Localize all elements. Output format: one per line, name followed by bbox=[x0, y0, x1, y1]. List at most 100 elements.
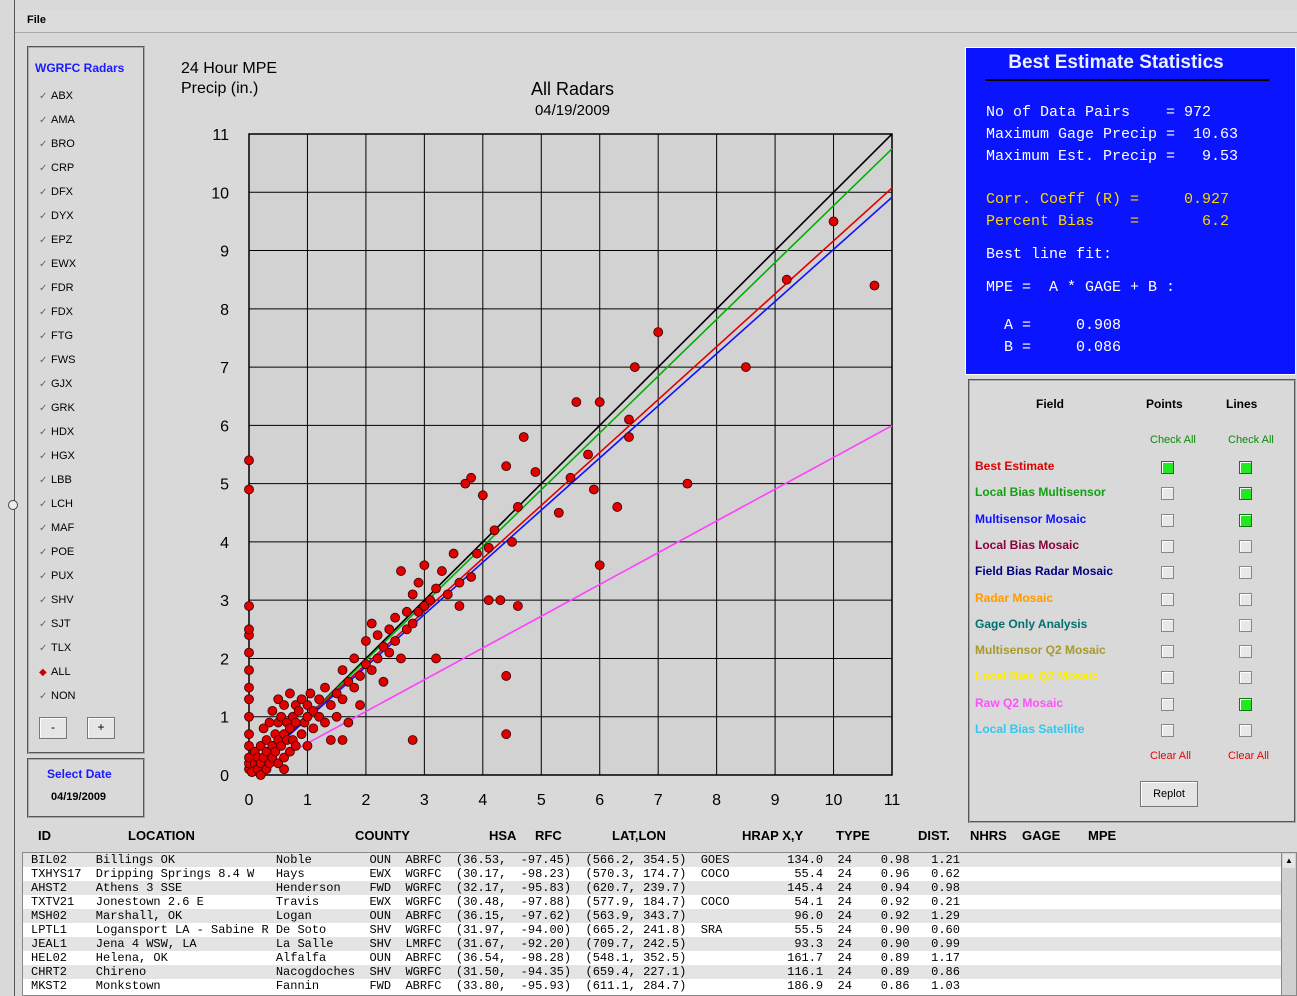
lines-checkbox[interactable] bbox=[1239, 671, 1252, 685]
points-checkbox[interactable] bbox=[1161, 671, 1174, 685]
column-header[interactable]: HSA bbox=[489, 828, 517, 843]
column-header[interactable]: LOCATION bbox=[128, 828, 195, 843]
radar-item-dyx[interactable]: ✓ DYX bbox=[39, 208, 74, 224]
points-checkbox[interactable] bbox=[1161, 539, 1174, 553]
table-row[interactable]: MSH02 Marshall, OK Logan OUN ABRFC (36.1… bbox=[23, 909, 1281, 923]
radar-item-maf[interactable]: ✓ MAF bbox=[39, 520, 74, 536]
data-point bbox=[378, 676, 389, 687]
radar-item-grk[interactable]: ✓ GRK bbox=[39, 400, 75, 416]
column-header[interactable]: LAT,LON bbox=[612, 828, 666, 843]
column-header[interactable]: RFC bbox=[535, 828, 562, 843]
points-checkbox[interactable] bbox=[1161, 487, 1174, 501]
radar-item-dfx[interactable]: ✓ DFX bbox=[39, 184, 73, 200]
table-row[interactable]: LPTL1 Logansport LA - Sabine R De Soto S… bbox=[31, 923, 960, 937]
lines-checkbox[interactable] bbox=[1239, 697, 1252, 711]
table-row[interactable]: TXHYS17 Dripping Springs 8.4 W Hays EWX … bbox=[31, 867, 960, 881]
points-clear-all-button[interactable]: Clear All bbox=[1150, 750, 1191, 762]
data-point bbox=[512, 601, 523, 611]
radar-item-fws[interactable]: ✓ FWS bbox=[39, 352, 75, 368]
lines-checkbox[interactable] bbox=[1239, 645, 1252, 659]
radar-label: BRO bbox=[51, 138, 75, 150]
lines-column-header: Lines bbox=[1226, 397, 1258, 411]
radar-item-abx[interactable]: ✓ ABX bbox=[39, 88, 73, 104]
table-row[interactable]: CHRT2 Chireno Nacogdoches SHV WGRFC (31.… bbox=[23, 965, 1281, 979]
radio-icon: ✓ bbox=[39, 643, 48, 654]
chart-ylabel-line2: Precip (in.) bbox=[181, 80, 259, 97]
table-row[interactable]: AHST2 Athens 3 SSE Henderson FWD WGRFC (… bbox=[23, 881, 1281, 895]
points-check-all-button[interactable]: Check All bbox=[1150, 434, 1196, 446]
radar-item-all[interactable]: ◆ ALL bbox=[39, 664, 71, 680]
lines-checkbox[interactable] bbox=[1239, 566, 1252, 580]
lines-checkbox[interactable] bbox=[1239, 461, 1252, 474]
lines-clear-all-button[interactable]: Clear All bbox=[1228, 750, 1269, 762]
radar-item-lbb[interactable]: ✓ LBB bbox=[39, 472, 72, 488]
radar-item-gjx[interactable]: ✓ GJX bbox=[39, 376, 72, 392]
table-row[interactable]: BIL02 Billings OK Noble OUN ABRFC (36.53… bbox=[23, 853, 1281, 867]
radar-item-ama[interactable]: ✓ AMA bbox=[39, 112, 75, 128]
table-row[interactable]: MKST2 Monkstown Fannin FWD ABRFC (33.80,… bbox=[31, 979, 960, 993]
resize-handle[interactable] bbox=[8, 500, 18, 510]
points-checkbox[interactable] bbox=[1161, 697, 1174, 711]
radar-item-non[interactable]: ✓ NON bbox=[39, 688, 75, 704]
data-point bbox=[466, 472, 477, 483]
column-header[interactable]: MPE bbox=[1088, 828, 1117, 843]
radar-item-poe[interactable]: ✓ POE bbox=[39, 544, 74, 560]
table-row[interactable]: TXTV21 Jonestown 2.6 E Travis EWX WGRFC … bbox=[31, 895, 960, 909]
lines-checkbox[interactable] bbox=[1239, 724, 1252, 737]
data-point bbox=[273, 694, 284, 705]
gage-table[interactable]: BIL02 Billings OK Noble OUN ABRFC (36.53… bbox=[22, 852, 1282, 996]
radar-item-ftg[interactable]: ✓ FTG bbox=[39, 328, 73, 344]
scroll-up-icon[interactable]: ▲ bbox=[1283, 854, 1295, 868]
points-checkbox[interactable] bbox=[1161, 513, 1174, 527]
table-row[interactable]: HEL02 Helena, OK Alfalfa OUN ABRFC (36.5… bbox=[31, 951, 960, 965]
data-point bbox=[407, 618, 418, 629]
column-header[interactable]: NHRS bbox=[970, 828, 1007, 843]
radar-item-bro[interactable]: ✓ BRO bbox=[39, 136, 75, 152]
radar-item-fdx[interactable]: ✓ FDX bbox=[39, 304, 73, 320]
lines-checkbox[interactable] bbox=[1239, 618, 1252, 632]
file-menu[interactable]: File bbox=[27, 14, 46, 26]
radar-item-tlx[interactable]: ✓ TLX bbox=[39, 640, 71, 656]
points-checkbox[interactable] bbox=[1161, 461, 1174, 474]
points-checkbox[interactable] bbox=[1161, 566, 1174, 580]
table-scrollbar[interactable]: ▲ bbox=[1281, 852, 1297, 996]
lines-checkbox[interactable] bbox=[1239, 592, 1252, 606]
table-row[interactable]: JEAL1 Jena 4 WSW, LA La Salle SHV LMRFC … bbox=[23, 937, 1281, 951]
column-header[interactable]: ID bbox=[38, 828, 51, 843]
radar-item-hgx[interactable]: ✓ HGX bbox=[39, 448, 75, 464]
column-header[interactable]: COUNTY bbox=[355, 828, 410, 843]
radar-item-shv[interactable]: ✓ SHV bbox=[39, 592, 74, 608]
select-date-button[interactable]: Select Date bbox=[47, 767, 112, 781]
points-checkbox[interactable] bbox=[1161, 645, 1174, 659]
data-point bbox=[448, 548, 459, 559]
column-header[interactable]: HRAP X,Y bbox=[742, 828, 804, 843]
radar-item-crp[interactable]: ✓ CRP bbox=[39, 160, 74, 176]
data-point bbox=[314, 694, 325, 705]
lines-checkbox[interactable] bbox=[1239, 513, 1252, 527]
radar-item-hdx[interactable]: ✓ HDX bbox=[39, 424, 74, 440]
radar-item-epz[interactable]: ✓ EPZ bbox=[39, 232, 72, 248]
replot-button[interactable]: Replot bbox=[1140, 781, 1198, 807]
radar-label: SJT bbox=[51, 618, 71, 630]
chart-ylabel-line1: 24 Hour MPE bbox=[181, 60, 278, 77]
points-checkbox[interactable] bbox=[1161, 724, 1174, 737]
radar-label: EWX bbox=[51, 258, 77, 270]
radar-item-ewx[interactable]: ✓ EWX bbox=[39, 256, 76, 272]
radar-item-fdr[interactable]: ✓ FDR bbox=[39, 280, 74, 296]
points-checkbox[interactable] bbox=[1161, 618, 1174, 632]
radar-minus-button[interactable]: - bbox=[39, 717, 67, 739]
radar-item-sjt[interactable]: ✓ SJT bbox=[39, 616, 71, 632]
column-header[interactable]: DIST. bbox=[918, 828, 950, 843]
menu-bar: File bbox=[15, 10, 1297, 33]
lines-check-all-button[interactable]: Check All bbox=[1228, 434, 1274, 446]
lines-checkbox[interactable] bbox=[1239, 487, 1252, 501]
radar-label: PUX bbox=[51, 570, 74, 582]
radar-item-lch[interactable]: ✓ LCH bbox=[39, 496, 73, 512]
lines-checkbox[interactable] bbox=[1239, 539, 1252, 553]
radio-icon: ✓ bbox=[39, 619, 48, 630]
points-checkbox[interactable] bbox=[1161, 592, 1174, 606]
radar-plus-button[interactable]: + bbox=[87, 717, 115, 739]
column-header[interactable]: GAGE bbox=[1022, 828, 1061, 843]
column-header[interactable]: TYPE bbox=[836, 828, 870, 843]
radar-item-pux[interactable]: ✓ PUX bbox=[39, 568, 74, 584]
